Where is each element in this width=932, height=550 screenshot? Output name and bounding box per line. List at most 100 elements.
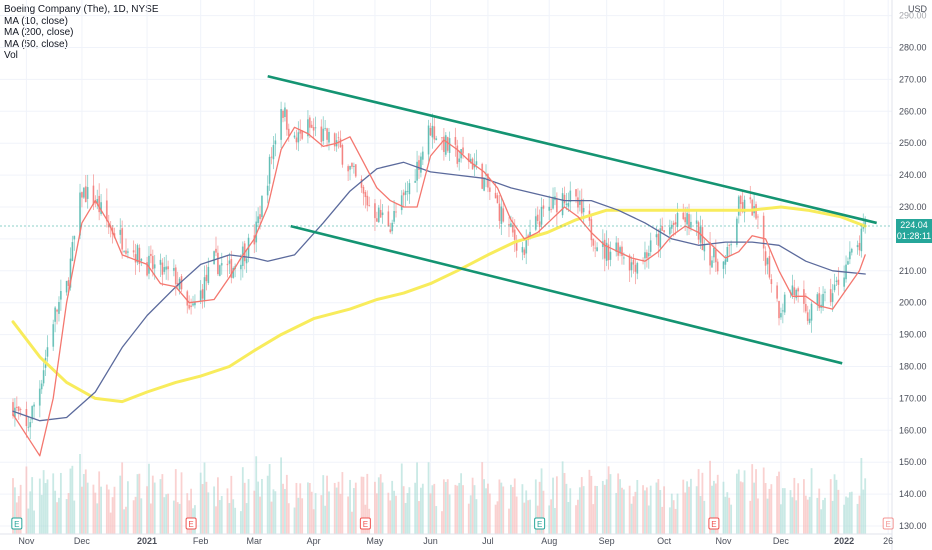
time-axis[interactable]: Nov Dec 2021 Feb Mar Apr May Jun Jul Aug Sep Oct Nov… — [18, 536, 893, 546]
candle-body — [668, 227, 671, 235]
candle-body — [569, 190, 572, 203]
volume-bar — [125, 506, 127, 534]
candle-body — [40, 383, 43, 390]
volume-bar — [596, 485, 598, 534]
candle-body — [540, 206, 543, 225]
volume-bar — [649, 485, 652, 534]
volume-bar — [159, 479, 162, 534]
volume-bar — [444, 481, 447, 534]
volume-bar — [180, 472, 183, 534]
volume-bar — [783, 488, 786, 534]
volume-bar — [843, 504, 846, 534]
volume-bar — [617, 473, 620, 534]
candle-body — [448, 138, 451, 153]
candle-body — [375, 218, 378, 222]
earnings-marker[interactable]: E — [534, 517, 546, 530]
volume-bar — [441, 511, 443, 534]
candle-body — [695, 220, 698, 224]
candle-body — [255, 221, 258, 243]
candle-body — [228, 260, 231, 264]
volume-bar — [81, 486, 83, 534]
time-tick-label: May — [366, 536, 384, 546]
candle-body — [301, 130, 304, 139]
candle-body — [808, 318, 811, 323]
earnings-marker[interactable]: E — [359, 517, 371, 530]
candle-body — [818, 293, 821, 309]
earnings-marker[interactable]: E — [185, 517, 197, 530]
volume-bar — [82, 473, 85, 534]
candle-body — [714, 249, 717, 263]
volume-bar — [569, 488, 572, 534]
time-tick-label: Dec — [773, 536, 790, 546]
volume-bar — [789, 490, 792, 534]
volume-bar — [220, 496, 223, 534]
candle-body — [121, 228, 124, 250]
candle-body — [515, 241, 518, 251]
time-tick-label: Sep — [599, 536, 615, 546]
indicator-ma50[interactable]: MA (50, close) — [4, 38, 68, 50]
volume-bar — [40, 494, 43, 534]
price-tick-label: 290.00 — [899, 11, 927, 21]
earnings-marker-label: E — [188, 520, 193, 529]
volume-bar — [429, 493, 432, 534]
volume-bar — [218, 500, 221, 534]
candle-body — [498, 203, 501, 221]
candle-body — [56, 309, 58, 312]
candle-body — [594, 247, 597, 249]
candle-body — [442, 136, 445, 152]
candle-body — [374, 203, 376, 219]
indicator-ma200[interactable]: MA (200, close) — [4, 27, 74, 38]
candle-body — [163, 267, 166, 272]
candle-body — [192, 303, 194, 306]
candle-body — [636, 262, 639, 274]
candle-body — [630, 262, 633, 271]
volume-bar — [42, 470, 45, 534]
volume-bar — [603, 484, 606, 534]
indicator-ma10[interactable]: MA (10, close) — [4, 15, 68, 27]
candle-body — [362, 186, 365, 194]
price-tick-label: 270.00 — [899, 74, 927, 84]
volume-bar — [19, 484, 22, 534]
earnings-marker[interactable]: E — [11, 517, 23, 530]
candle-body — [500, 206, 503, 224]
volume-bar — [96, 503, 99, 534]
volume-bar — [488, 493, 491, 534]
volume-bar — [847, 497, 849, 534]
candle-body — [270, 156, 273, 158]
volume-bar — [848, 492, 851, 534]
ma50-line-group — [12, 161, 866, 422]
earnings-marker[interactable]: E — [882, 517, 894, 530]
volume-bar — [636, 479, 639, 534]
volume-bar — [395, 495, 397, 534]
volume-bar — [100, 486, 102, 534]
volume-bar — [511, 487, 514, 534]
volume-bar — [833, 474, 836, 534]
price-tick-label: 140.00 — [899, 489, 927, 499]
candle-body — [456, 145, 459, 164]
candle-body — [722, 261, 725, 269]
candle-body — [446, 137, 449, 151]
indicator-vol[interactable]: Vol — [4, 50, 18, 61]
candle-body — [563, 194, 566, 204]
volume-bar — [295, 482, 298, 534]
volume-bar — [146, 486, 148, 534]
price-tick-label: 240.00 — [899, 170, 927, 180]
volume-bar — [619, 479, 621, 534]
candle-body — [649, 240, 652, 252]
candle-body — [127, 251, 129, 253]
earnings-marker[interactable]: E — [708, 517, 720, 530]
volume-bar — [435, 506, 438, 534]
candle-body — [354, 164, 357, 177]
candle-body — [54, 307, 57, 322]
volume-bar — [310, 491, 313, 534]
candle-body — [538, 221, 541, 227]
candle-body — [293, 135, 296, 138]
price-tick-label: 130.00 — [899, 521, 927, 531]
candle-body — [860, 228, 863, 252]
candle-body — [609, 251, 612, 260]
channel-lines[interactable] — [0, 74, 892, 365]
candle-body — [326, 128, 328, 140]
